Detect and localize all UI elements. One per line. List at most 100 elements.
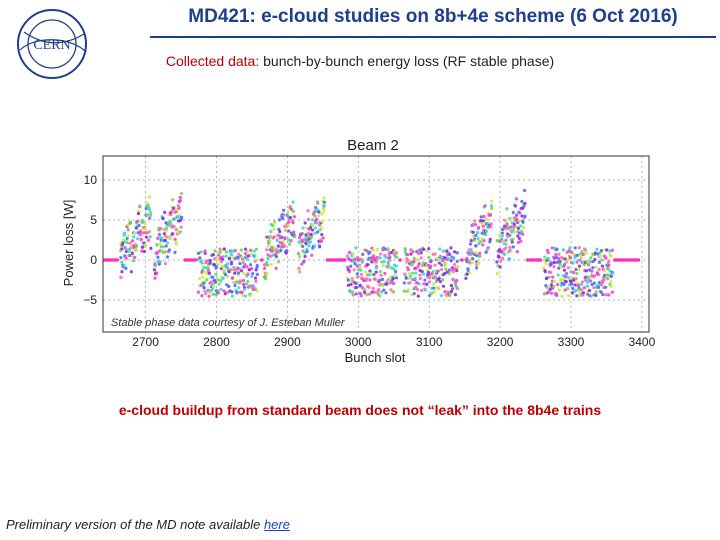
data-point	[120, 247, 124, 251]
data-point	[591, 252, 595, 256]
data-point	[595, 247, 599, 251]
data-point	[322, 204, 326, 208]
data-point	[149, 246, 153, 250]
data-point	[238, 261, 242, 266]
data-point	[564, 280, 568, 284]
data-point	[604, 256, 608, 260]
data-point	[305, 238, 310, 242]
data-point	[581, 291, 585, 295]
data-point	[254, 247, 259, 251]
data-point	[214, 264, 219, 269]
data-point	[449, 259, 453, 263]
data-point	[322, 209, 326, 213]
data-point	[222, 269, 226, 273]
data-point	[201, 283, 205, 288]
data-point	[379, 273, 383, 278]
data-point	[470, 261, 474, 265]
data-point	[498, 265, 502, 269]
data-point	[545, 276, 549, 280]
data-point	[446, 257, 450, 261]
data-point	[545, 248, 550, 252]
data-point	[520, 230, 524, 234]
md-note-link[interactable]: here	[263, 517, 290, 532]
data-point	[580, 250, 584, 254]
data-point	[456, 265, 460, 269]
data-point	[608, 249, 612, 253]
data-point	[359, 294, 363, 298]
data-point	[455, 259, 459, 263]
data-point	[566, 266, 570, 270]
data-point	[473, 219, 477, 223]
data-point	[222, 289, 226, 293]
data-point	[379, 252, 383, 256]
data-point	[557, 252, 561, 256]
data-point	[358, 291, 362, 296]
data-point	[196, 290, 201, 294]
data-point	[269, 229, 273, 234]
train-8b4e-1	[196, 247, 259, 298]
data-point	[409, 248, 413, 252]
data-point	[546, 285, 550, 289]
data-point	[374, 259, 378, 264]
data-point	[391, 281, 396, 286]
data-point	[395, 255, 399, 259]
data-point	[136, 211, 141, 216]
data-point	[517, 236, 521, 240]
data-point	[220, 264, 225, 268]
data-point	[148, 235, 152, 239]
data-point	[409, 252, 413, 256]
data-point	[245, 265, 249, 269]
data-point	[448, 252, 452, 257]
data-point	[392, 267, 396, 271]
data-point	[512, 222, 516, 226]
data-point	[609, 254, 613, 258]
data-point	[161, 216, 165, 220]
data-point	[300, 262, 304, 266]
x-tick-label: 3400	[629, 335, 655, 349]
data-point	[433, 252, 437, 256]
data-point	[427, 247, 431, 251]
data-point	[153, 263, 158, 267]
data-point	[445, 249, 449, 254]
data-point	[271, 253, 275, 257]
data-point	[495, 260, 499, 264]
data-point	[205, 278, 209, 282]
data-point	[441, 249, 445, 253]
data-point	[245, 258, 250, 262]
data-point	[274, 255, 279, 259]
data-point	[277, 218, 282, 222]
data-point	[241, 293, 245, 297]
data-point	[410, 277, 415, 282]
data-point	[467, 271, 472, 275]
data-point	[574, 277, 578, 281]
data-point	[242, 287, 247, 291]
data-point	[126, 228, 130, 232]
data-point	[283, 236, 287, 240]
data-point	[556, 273, 560, 277]
data-point	[420, 269, 424, 274]
x-axis-label: Bunch slot	[345, 350, 406, 365]
data-point	[351, 290, 355, 294]
data-point	[198, 276, 202, 281]
data-point	[351, 252, 355, 257]
data-point	[597, 281, 601, 285]
data-point	[167, 248, 172, 252]
data-point	[503, 252, 507, 257]
data-point	[592, 286, 596, 290]
data-point	[274, 266, 278, 270]
data-point	[142, 249, 146, 253]
data-point	[177, 206, 181, 210]
data-point	[378, 256, 382, 260]
data-point	[171, 198, 175, 202]
data-point	[422, 247, 426, 251]
data-point	[287, 220, 291, 224]
data-point	[605, 248, 609, 252]
data-point	[255, 263, 259, 268]
data-point	[513, 230, 518, 234]
data-point	[252, 249, 256, 253]
data-point	[383, 271, 387, 276]
data-point	[443, 290, 447, 294]
data-point	[523, 201, 527, 206]
data-point	[394, 264, 398, 268]
data-point	[406, 252, 410, 257]
